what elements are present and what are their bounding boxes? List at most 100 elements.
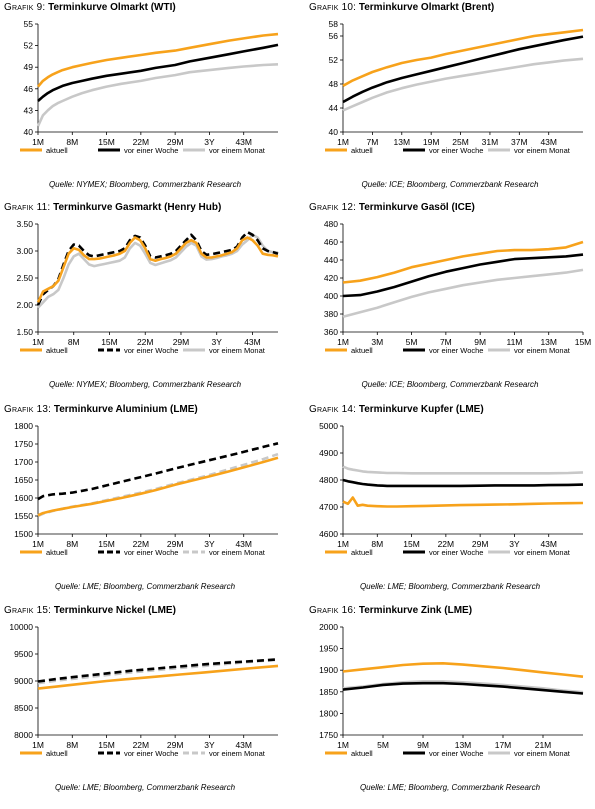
chart-number: Grafik 14: — [309, 404, 357, 415]
x-tick-label: 13M — [455, 740, 472, 750]
chart-title: Grafik 13: Terminkurve Aluminium (LME) — [4, 404, 198, 415]
y-tick-label: 8000 — [14, 730, 33, 740]
y-tick-label: 380 — [324, 309, 338, 319]
y-tick-label: 4600 — [319, 529, 338, 539]
x-tick-label: 21M — [535, 740, 552, 750]
chart-title-text: Terminkurve Gasmarkt (Henry Hub) — [50, 202, 222, 213]
x-tick-label: 13M — [394, 137, 411, 147]
y-tick-label: 460 — [324, 237, 338, 247]
x-tick-label: 13M — [540, 337, 557, 347]
x-tick-label: 29M — [167, 539, 184, 549]
legend-label: vor einem Monat — [514, 749, 571, 758]
y-tick-label: 1900 — [319, 665, 338, 675]
series-line-vor-einer-woche — [342, 478, 584, 488]
x-tick-label: 9M — [474, 337, 486, 347]
x-tick-label: 29M — [167, 740, 184, 750]
y-tick-label: 420 — [324, 273, 338, 283]
legend-label: vor einer Woche — [124, 146, 178, 155]
x-tick-label: 1M — [32, 740, 44, 750]
series-line-aktuell — [37, 664, 279, 690]
y-tick-label: 1850 — [319, 687, 338, 697]
y-tick-label: 52 — [329, 55, 339, 65]
y-tick-label: 4800 — [319, 475, 338, 485]
y-tick-label: 1800 — [319, 708, 338, 718]
chart-svg: 8000 8500 9000 9500 10000 1M 8M 15M 22M 29M 3Y 43M a… — [9, 622, 279, 758]
x-tick-label: 25M — [452, 137, 469, 147]
legend-label: vor einem Monat — [514, 146, 571, 155]
series-line-aktuell — [342, 28, 584, 87]
x-tick-label: 9M — [417, 740, 429, 750]
x-tick-label: 15M — [98, 137, 115, 147]
legend-label: vor einem Monat — [209, 749, 266, 758]
x-tick-label: 1M — [32, 137, 44, 147]
x-tick-label: 3Y — [204, 740, 215, 750]
chart-source: Quelle: ICE; Bloomberg, Commerzbank Rese… — [361, 180, 539, 189]
series-line-aktuell — [37, 456, 279, 517]
y-tick-label: 1800 — [14, 421, 33, 431]
x-tick-label: 5M — [406, 337, 418, 347]
series-line-vor-einer-woche — [342, 35, 584, 104]
y-tick-label: 5000 — [319, 421, 338, 431]
legend-label: aktuell — [351, 749, 373, 758]
y-tick-label: 40 — [24, 127, 34, 137]
chart-svg: 360 380 400 420 440 460 480 1M 3M 5M 7M 9M 11M 13M 15M… — [324, 219, 591, 355]
y-tick-label: 1650 — [14, 475, 33, 485]
x-tick-label: 3Y — [509, 539, 520, 549]
x-tick-label: 29M — [472, 539, 489, 549]
legend-label: vor einer Woche — [429, 146, 483, 155]
legend-label: vor einer Woche — [124, 548, 178, 557]
y-tick-label: 9000 — [14, 676, 33, 686]
chart-number: Grafik 11: — [4, 202, 51, 213]
chart-title-text: Terminkurve Zink (LME) — [356, 605, 473, 616]
x-tick-label: 43M — [540, 539, 557, 549]
x-tick-label: 1M — [337, 539, 349, 549]
x-tick-label: 15M — [101, 337, 118, 347]
x-tick-label: 22M — [133, 539, 150, 549]
x-tick-label: 43M — [540, 137, 557, 147]
series-line-vor-einer-woche — [342, 681, 584, 695]
chart-number: Grafik 13: — [4, 404, 52, 415]
series-line-aktuell — [342, 496, 584, 508]
chart-panel-5: Grafik 13: Terminkurve Aluminium (LME) 15… — [0, 402, 290, 602]
chart-number: Grafik 10: — [309, 2, 357, 13]
chart-panel-6: Grafik 14: Terminkurve Kupfer (LME) 4600 4… — [305, 402, 595, 602]
chart-title-text: Terminkurve Nickel (LME) — [51, 605, 176, 616]
x-tick-label: 5M — [377, 740, 389, 750]
chart-title: Grafik 14: Terminkurve Kupfer (LME) — [309, 404, 484, 415]
legend-label: aktuell — [46, 346, 68, 355]
chart-title: Grafik 9: Terminkurve Olmarkt (WTI) — [4, 2, 176, 13]
x-tick-label: 37M — [511, 137, 528, 147]
x-tick-label: 8M — [66, 137, 78, 147]
chart-title: Grafik 12: Terminkurve Gasöl (ICE) — [309, 202, 475, 213]
y-tick-label: 2.50 — [16, 273, 33, 283]
legend-label: vor einer Woche — [124, 346, 178, 355]
y-tick-label: 46 — [24, 84, 34, 94]
x-tick-label: 1M — [32, 539, 44, 549]
x-tick-label: 1M — [337, 740, 349, 750]
chart-svg: 1500 1550 1600 1650 1700 1750 1800 1M 8M 15M 22M 29… — [14, 421, 279, 557]
legend-label: aktuell — [46, 548, 68, 557]
x-tick-label: 17M — [495, 740, 512, 750]
chart-source: Quelle: LME; Bloomberg, Commerzbank Rese… — [54, 582, 236, 591]
series-line-vor-einer-woche — [37, 43, 279, 102]
x-tick-label: 8M — [66, 740, 78, 750]
series-line-vor-einer-woche — [342, 253, 584, 298]
series-line-aktuell — [342, 240, 584, 284]
chart-number: Grafik 16: — [309, 605, 357, 616]
x-tick-label: 1M — [32, 337, 44, 347]
chart-title-text: Terminkurve Kupfer (LME) — [356, 404, 484, 415]
series-line-vor-einem-monat — [36, 63, 279, 127]
chart-panel-4: Grafik 12: Terminkurve Gasöl (ICE) 360 380… — [305, 200, 595, 400]
y-tick-label: 2000 — [319, 622, 338, 632]
series-line-vor-einer-woche — [37, 658, 279, 683]
x-tick-label: 22M — [133, 740, 150, 750]
x-tick-label: 3Y — [212, 337, 223, 347]
y-tick-label: 400 — [324, 291, 338, 301]
legend-label: vor einer Woche — [429, 548, 483, 557]
chart-panel-7: Grafik 15: Terminkurve Nickel (LME) 8000 8… — [0, 603, 290, 803]
chart-number: Grafik 15: — [4, 605, 52, 616]
series-line-vor-einer-woche — [37, 442, 279, 501]
x-tick-label: 11M — [506, 337, 522, 347]
series-line-vor-einem-monat — [37, 233, 279, 309]
legend-label: vor einem Monat — [209, 146, 266, 155]
